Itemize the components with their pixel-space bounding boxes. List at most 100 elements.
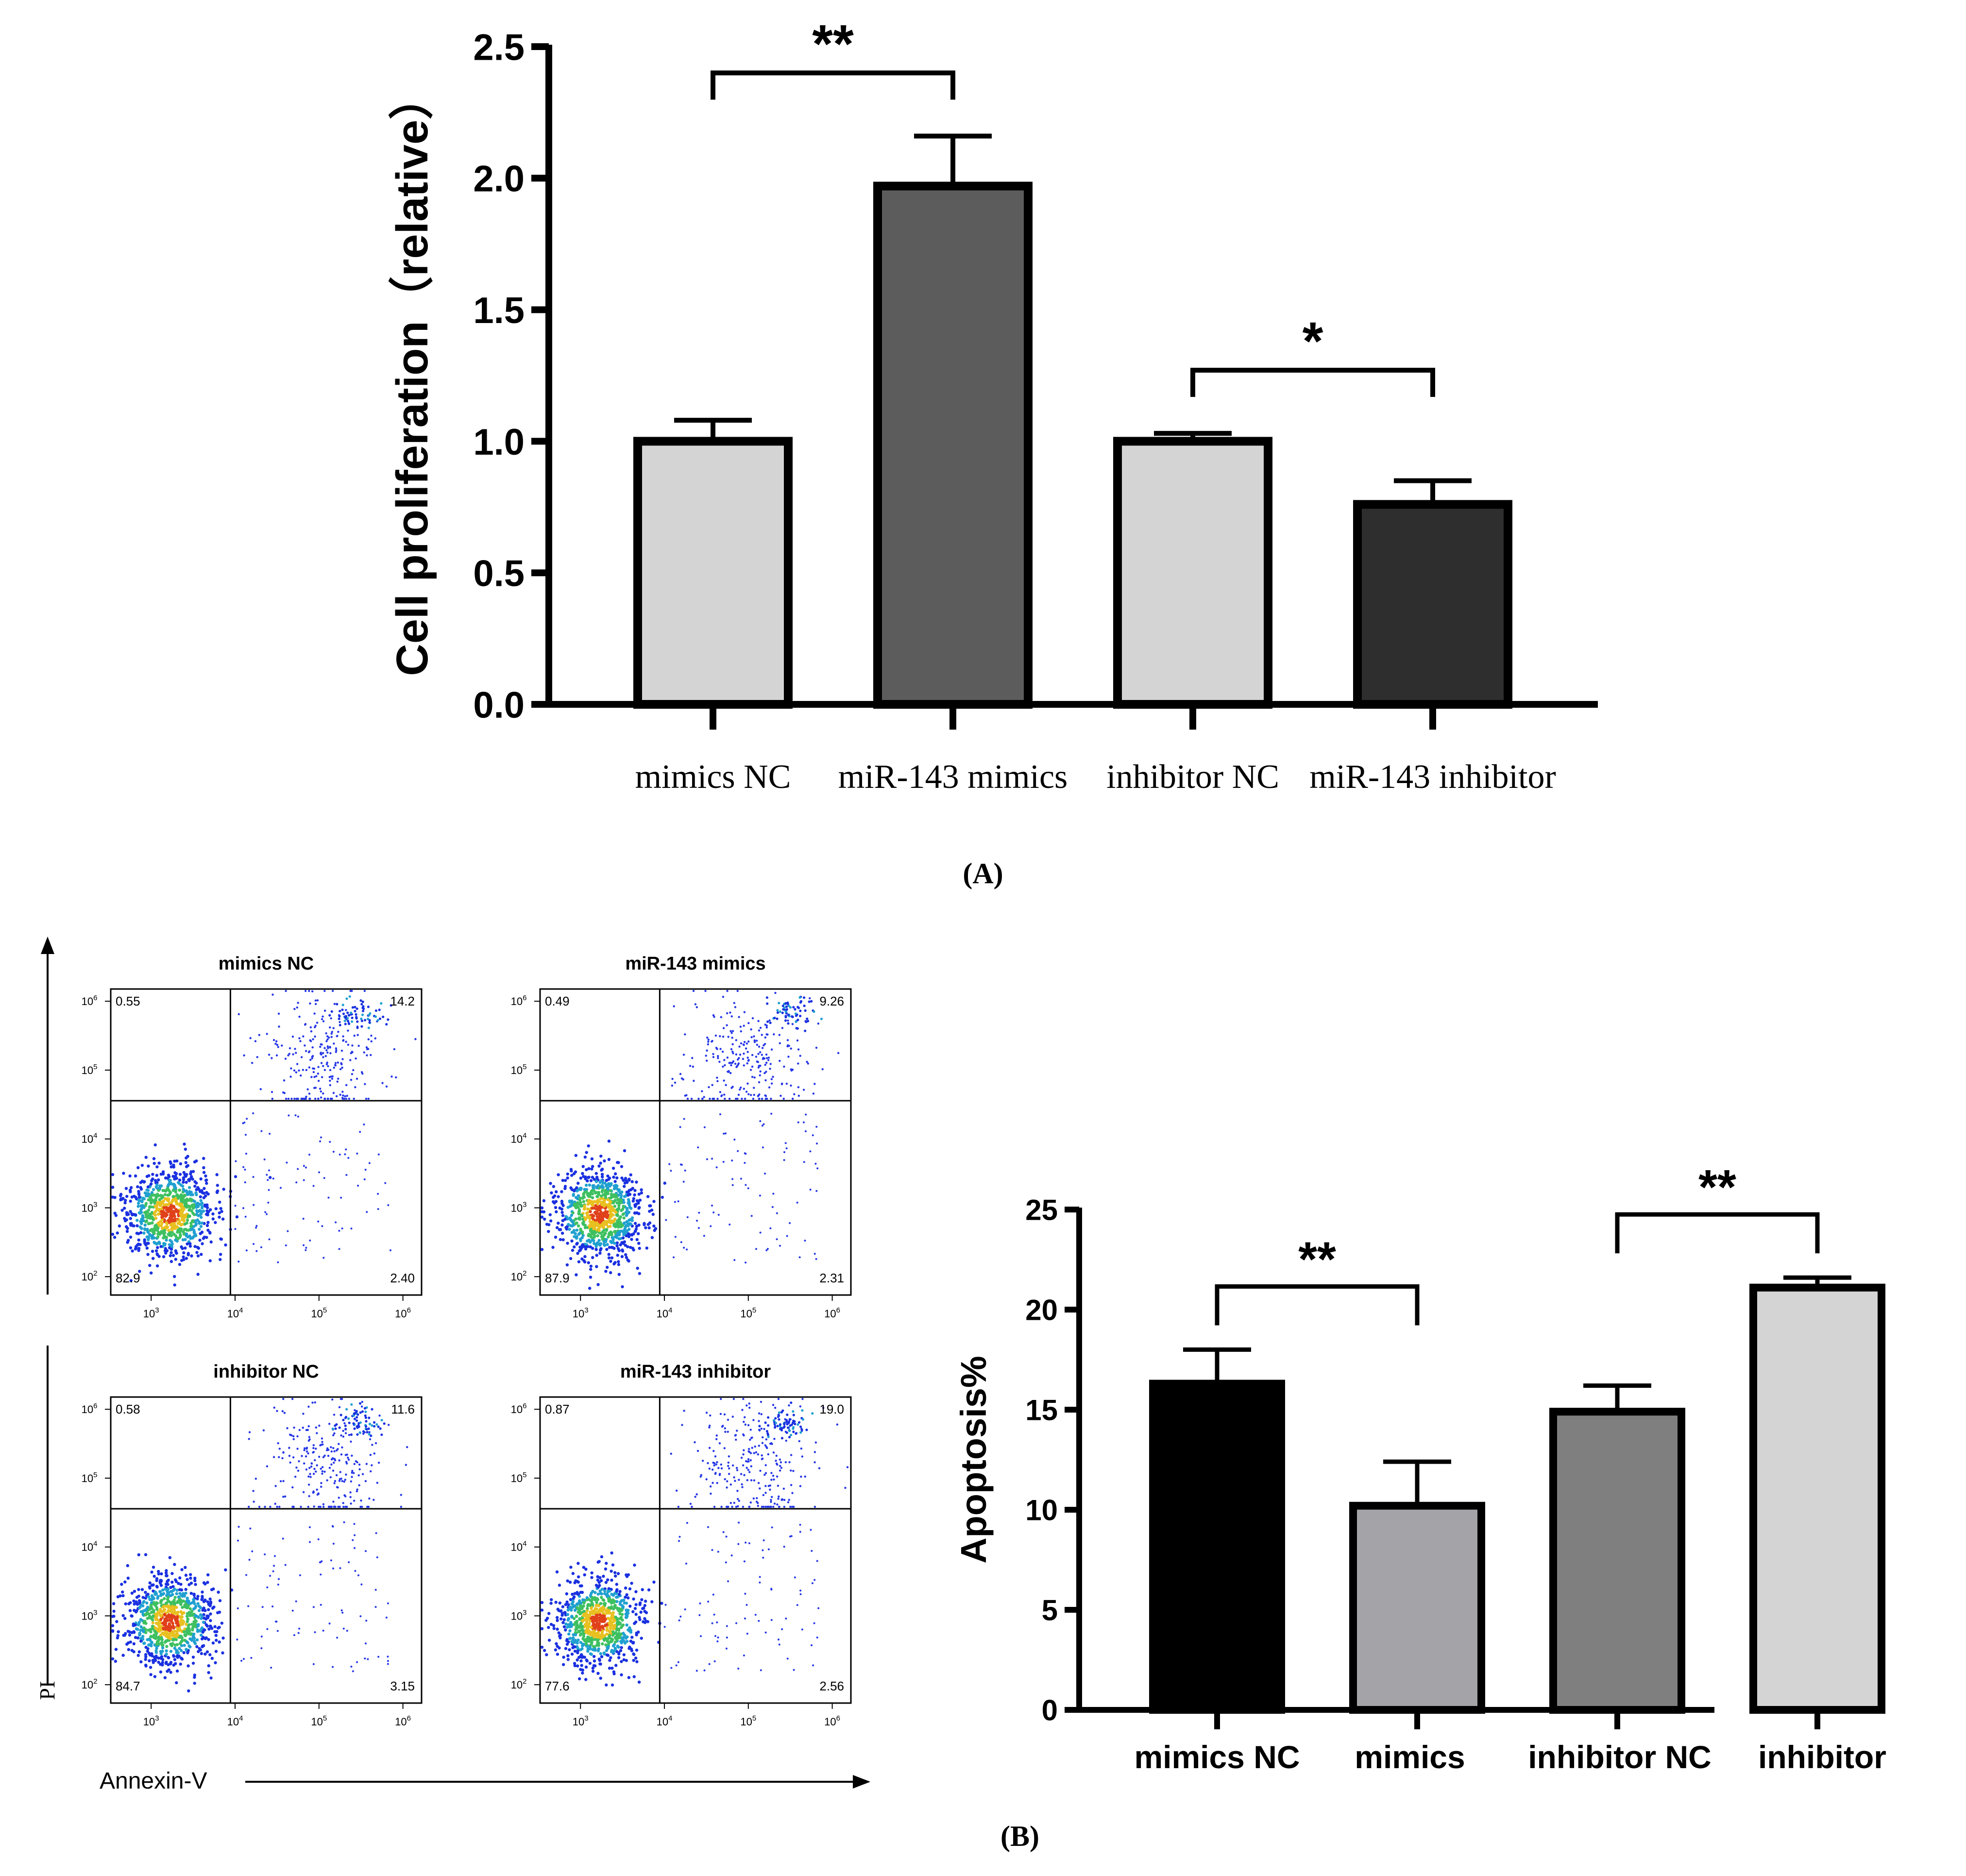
flow-event — [315, 1075, 318, 1077]
flow-event — [171, 1611, 175, 1615]
flow-event — [114, 1659, 118, 1663]
flow-event — [600, 1587, 604, 1591]
flow-event — [776, 1011, 780, 1014]
flow-event — [730, 1048, 733, 1051]
flow-event — [149, 1271, 153, 1275]
flow-event — [799, 1014, 802, 1018]
flow-event — [587, 1232, 591, 1236]
flow-event — [294, 1114, 297, 1116]
flow-event — [759, 1051, 762, 1054]
flow-event — [584, 1183, 588, 1187]
flow-event — [165, 1203, 168, 1207]
flow-event — [154, 1618, 158, 1621]
flow-event — [169, 1260, 173, 1263]
flow-event — [201, 1636, 205, 1639]
flow-event — [786, 1044, 789, 1047]
flow-event — [206, 1221, 210, 1224]
flow-event — [724, 1064, 726, 1067]
flow-event — [302, 1491, 305, 1493]
flow-event — [320, 1573, 322, 1576]
flow-event — [578, 1617, 581, 1620]
flow-event — [329, 1476, 332, 1479]
flow-event — [285, 989, 287, 992]
flow-event — [355, 1460, 357, 1463]
annexin-axis-arrowhead — [853, 1775, 870, 1789]
flow-event — [154, 1592, 158, 1596]
flow-event — [728, 1097, 731, 1100]
flow-event — [190, 1219, 194, 1223]
flow-event — [335, 1051, 338, 1053]
flow-event — [288, 1114, 290, 1117]
flow-event — [334, 1480, 337, 1483]
flow-event — [194, 1614, 197, 1617]
flow-event — [128, 1609, 132, 1612]
flow-event — [555, 1570, 559, 1574]
flow-event — [215, 1173, 219, 1177]
flow-event — [200, 1598, 203, 1602]
flow-event — [686, 1097, 689, 1100]
flow-event — [356, 1007, 358, 1010]
flow-event — [346, 1020, 350, 1023]
flow-event — [625, 1220, 628, 1224]
flow-event — [737, 1150, 739, 1152]
flow-event — [178, 1262, 182, 1266]
flow-event — [615, 1208, 619, 1211]
flow-event — [789, 1006, 792, 1009]
flow-event — [806, 1017, 809, 1020]
flow-event — [153, 1213, 157, 1217]
flow-event — [137, 1588, 140, 1591]
flow-event — [722, 1160, 725, 1163]
flow-event — [599, 1602, 603, 1605]
flow-event — [373, 1499, 375, 1501]
flow-event — [188, 1573, 192, 1576]
flow-event — [222, 1188, 225, 1191]
flow-event — [156, 1226, 160, 1230]
flow-event — [540, 1608, 544, 1612]
flow-event — [612, 1620, 616, 1623]
flow-event — [146, 1617, 149, 1620]
flow-event — [793, 1093, 796, 1095]
flow-event — [325, 1032, 327, 1035]
flow-event — [379, 1427, 382, 1430]
flow-event — [591, 1256, 594, 1260]
flow-event — [581, 1629, 585, 1632]
flow-event — [589, 1276, 593, 1279]
flow-event — [208, 1604, 212, 1607]
flow-event — [369, 1438, 372, 1441]
flow-event — [114, 1648, 118, 1651]
flow-event — [733, 1002, 735, 1005]
flow-event — [581, 1637, 585, 1640]
flow-event — [271, 1057, 273, 1059]
flow-y-tick-label: 104 — [82, 1132, 98, 1145]
flow-event — [705, 1055, 707, 1057]
flow-event — [324, 1055, 327, 1057]
flow-event — [637, 1212, 641, 1215]
flow-event — [155, 1165, 159, 1169]
flow-event — [156, 1621, 159, 1625]
flow-event — [622, 1201, 626, 1204]
flow-event — [352, 1422, 355, 1425]
flow-event — [591, 1238, 594, 1242]
flow-event — [812, 1134, 814, 1137]
flow-event — [576, 1580, 579, 1583]
flow-event — [620, 1190, 624, 1194]
flow-event — [322, 1456, 325, 1459]
flow-event — [133, 1602, 136, 1606]
flow-event — [255, 1250, 258, 1252]
flow-event — [172, 1663, 175, 1667]
flow-event — [305, 1455, 307, 1458]
flow-event — [571, 1599, 575, 1603]
flow-event — [206, 1600, 210, 1603]
flow-event — [734, 1097, 737, 1100]
flow-event — [565, 1600, 569, 1604]
flow-event — [764, 1173, 766, 1175]
flow-event — [195, 1645, 199, 1649]
flow-event — [719, 1091, 722, 1093]
flow-event — [584, 1177, 587, 1180]
flow-event — [197, 1210, 201, 1213]
flow-event — [301, 1455, 303, 1457]
flow-event — [352, 1539, 354, 1541]
flow-event — [329, 1097, 332, 1100]
flow-event — [320, 1603, 322, 1606]
flow-event — [757, 1020, 760, 1023]
